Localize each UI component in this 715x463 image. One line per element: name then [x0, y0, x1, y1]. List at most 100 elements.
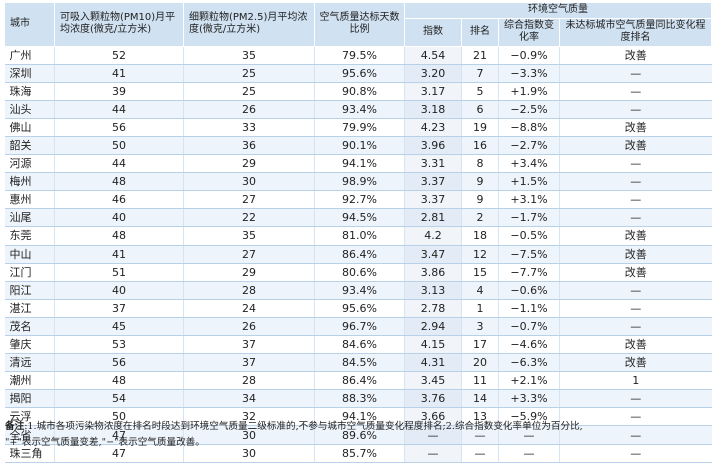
cell-pm10: 48: [54, 226, 184, 246]
cell-improvement: —: [559, 425, 712, 445]
table-row: 深圳 41 25 95.6% 3.20 7 −3.3% —: [4, 64, 712, 83]
cell-index-change: −2.7%: [498, 136, 560, 156]
cell-compliance-ratio: 94.1%: [314, 154, 405, 174]
cell-pm10: 48: [54, 371, 184, 391]
cell-index-change: +3.3%: [498, 389, 560, 409]
cell-rank: 6: [461, 100, 499, 119]
table-row: 佛山 56 33 79.9% 4.23 19 −8.8% 改善: [4, 118, 712, 137]
cell-index: 3.37: [404, 172, 462, 192]
cell-pm25: 25: [183, 82, 315, 101]
cell-city: 惠州: [4, 190, 55, 210]
table-header: 城市 可吸入颗粒物(PM10)月平均浓度(微克/立方米) 细颗粒物(PM2.5)…: [4, 3, 712, 47]
cell-rank: 1: [461, 299, 499, 318]
table-row: 茂名 45 26 96.7% 2.94 3 −0.7% —: [4, 317, 712, 337]
cell-city: 广州: [4, 46, 55, 65]
cell-index: 3.18: [404, 100, 462, 119]
cell-index: 3.31: [404, 154, 462, 174]
cell-pm25: 30: [183, 172, 315, 192]
cell-pm10: 54: [54, 389, 184, 409]
cell-index: 4.31: [404, 353, 462, 373]
footnote-line1: :1.城市各项污染物浓度在排名时段达到环境空气质量二级标准的,不参与城市空气质量…: [24, 421, 583, 432]
cell-index: 3.13: [404, 281, 462, 300]
cell-pm25: 29: [183, 263, 315, 282]
cell-pm25: 36: [183, 136, 315, 156]
cell-improvement: —: [559, 190, 712, 210]
cell-index: 4.54: [404, 46, 462, 65]
cell-pm25: 27: [183, 190, 315, 210]
cell-improvement: —: [559, 299, 712, 318]
cell-compliance-ratio: 96.7%: [314, 317, 405, 337]
cell-pm10: 41: [54, 245, 184, 264]
cell-pm25: 34: [183, 389, 315, 409]
cell-pm10: 50: [54, 136, 184, 156]
cell-compliance-ratio: 94.5%: [314, 208, 405, 228]
cell-rank: 11: [461, 371, 499, 391]
table-row: 江门 51 29 80.6% 3.86 15 −7.7% 改善: [4, 263, 712, 282]
table-row: 肇庆 53 37 84.6% 4.15 17 −4.6% 改善: [4, 335, 712, 355]
cell-city: 梅州: [4, 172, 55, 192]
cell-rank: 21: [461, 46, 499, 65]
cell-index: 4.2: [404, 226, 462, 246]
cell-compliance-ratio: 90.1%: [314, 136, 405, 156]
cell-pm25: 37: [183, 335, 315, 355]
cell-improvement: 改善: [559, 335, 712, 355]
cell-improvement: —: [559, 82, 712, 101]
cell-city: 汕尾: [4, 208, 55, 228]
table-row: 全省 47 30 89.6% — — — —: [4, 425, 712, 445]
cell-pm25: 22: [183, 208, 315, 228]
cell-rank: 13: [461, 407, 499, 427]
table-row: 韶关 50 36 90.1% 3.96 16 −2.7% 改善: [4, 136, 712, 156]
cell-improvement: —: [559, 154, 712, 174]
cell-compliance-ratio: 84.5%: [314, 353, 405, 373]
cell-index-change: −0.9%: [498, 46, 560, 65]
cell-compliance-ratio: 89.6%: [314, 425, 405, 445]
cell-index-change: −1.1%: [498, 299, 560, 318]
table-row: 梅州 48 30 98.9% 3.37 9 +1.5% —: [4, 172, 712, 192]
cell-rank: 18: [461, 226, 499, 246]
cell-city: 东莞: [4, 226, 55, 246]
cell-rank: 7: [461, 64, 499, 83]
table-row: 湛江 37 24 95.6% 2.78 1 −1.1% —: [4, 299, 712, 318]
cell-index-change: −6.3%: [498, 353, 560, 373]
cell-index-change: —: [498, 425, 560, 445]
cell-compliance-ratio: 81.0%: [314, 226, 405, 246]
cell-index: 2.78: [404, 299, 462, 318]
cell-improvement: 改善: [559, 46, 712, 65]
cell-rank: 16: [461, 136, 499, 156]
header-rank: 排名: [461, 18, 499, 47]
cell-rank: 4: [461, 281, 499, 300]
cell-improvement: —: [559, 208, 712, 228]
cell-city: 中山: [4, 245, 55, 264]
table-row: 东莞 48 35 81.0% 4.2 18 −0.5% 改善: [4, 226, 712, 246]
cell-pm25: 25: [183, 64, 315, 83]
cell-improvement: 1: [559, 371, 712, 391]
cell-city: 江门: [4, 263, 55, 282]
cell-index-change: −4.6%: [498, 335, 560, 355]
cell-improvement: 改善: [559, 136, 712, 156]
cell-index-change: −7.7%: [498, 263, 560, 282]
cell-index: 3.96: [404, 136, 462, 156]
cell-city: 湛江: [4, 299, 55, 318]
cell-pm10: 56: [54, 118, 184, 137]
cell-compliance-ratio: 94.1%: [314, 407, 405, 427]
header-compliance-ratio: 空气质量达标天数比例: [314, 3, 405, 47]
header-index: 指数: [404, 18, 462, 47]
cell-pm25: 30: [183, 425, 315, 445]
cell-index: —: [404, 425, 462, 445]
table-row: 清远 56 37 84.5% 4.31 20 −6.3% 改善: [4, 353, 712, 373]
cell-index-change: −8.8%: [498, 118, 560, 137]
header-city: 城市: [4, 3, 55, 47]
cell-rank: 15: [461, 263, 499, 282]
cell-improvement: —: [559, 100, 712, 119]
table-row: 广州 52 35 79.5% 4.54 21 −0.9% 改善: [4, 46, 712, 65]
header-index-change: 综合指数变化率: [498, 18, 560, 47]
cell-rank: —: [461, 425, 499, 445]
cell-index-change: +1.5%: [498, 172, 560, 192]
footnote-label: 备注: [5, 421, 25, 432]
cell-index: 3.47: [404, 245, 462, 264]
table-row: 汕头 44 26 93.4% 3.18 6 −2.5% —: [4, 100, 712, 119]
cell-improvement: 改善: [559, 263, 712, 282]
cell-index: 4.15: [404, 335, 462, 355]
cell-index-change: +3.4%: [498, 154, 560, 174]
